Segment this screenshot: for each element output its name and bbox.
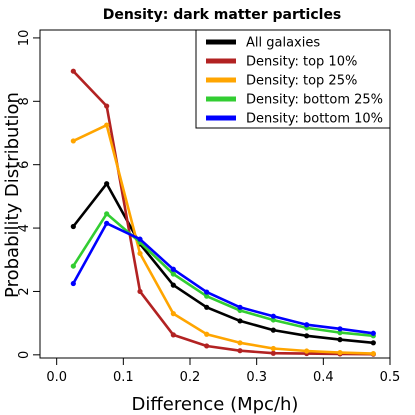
series-0 — [70, 181, 376, 346]
series-line — [72, 182, 374, 345]
legend-label: Density: top 10% — [246, 55, 357, 70]
data-point — [204, 331, 210, 337]
legend: All galaxies Density: top 10% Density: top… — [195, 29, 391, 129]
data-point — [204, 304, 210, 310]
data-point — [204, 289, 210, 295]
data-point — [270, 327, 276, 333]
y-tick-label: 0 — [17, 351, 32, 359]
series-layer — [70, 68, 376, 357]
y-axis: 0 2 4 6 8 10 — [17, 30, 40, 359]
series-line — [72, 123, 374, 355]
series-line — [72, 222, 374, 335]
data-point — [170, 266, 176, 272]
series-line — [72, 212, 374, 338]
legend-label: Density: bottom 10% — [246, 112, 383, 127]
y-tick-label: 4 — [17, 224, 32, 232]
data-point — [70, 138, 76, 144]
data-point — [337, 337, 343, 343]
data-point — [370, 340, 376, 346]
data-point — [170, 271, 176, 277]
y-tick-label: 8 — [17, 97, 32, 105]
series-3 — [70, 211, 376, 339]
data-point — [237, 318, 243, 324]
data-point — [104, 103, 110, 109]
y-tick-label: 2 — [17, 287, 32, 295]
data-point — [70, 263, 76, 269]
chart-title: Density: dark matter particles — [103, 7, 342, 23]
y-axis-label: Probability Distribution — [2, 92, 23, 298]
data-point — [337, 326, 343, 332]
legend-label: Density: top 25% — [246, 74, 357, 89]
data-point — [304, 322, 310, 328]
data-point — [104, 220, 110, 226]
data-point — [70, 68, 76, 74]
data-point — [137, 288, 143, 295]
data-point — [304, 348, 310, 354]
data-point — [270, 317, 276, 323]
data-point — [270, 345, 276, 352]
y-tick-label: 10 — [17, 30, 32, 47]
data-point — [170, 332, 176, 338]
legend-label: All galaxies — [246, 36, 320, 51]
x-axis: 0.0 0.1 0.2 0.3 0.4 0.5 — [46, 358, 400, 385]
data-point — [170, 311, 176, 317]
x-tick-label: 0.3 — [246, 370, 267, 385]
series-4 — [70, 220, 376, 336]
data-point — [237, 304, 243, 310]
x-tick-label: 0.1 — [113, 370, 134, 385]
y-tick-label: 6 — [17, 161, 32, 169]
data-point — [370, 330, 376, 336]
data-point — [70, 280, 76, 287]
data-point — [237, 340, 243, 346]
x-axis-label: Difference (Mpc/h) — [132, 394, 299, 415]
data-point — [304, 333, 310, 339]
data-point — [137, 250, 143, 257]
data-point — [370, 350, 376, 357]
data-point — [337, 350, 343, 356]
data-point — [104, 181, 110, 187]
x-tick-label: 0.2 — [180, 370, 201, 385]
data-point — [270, 313, 276, 319]
data-point — [170, 282, 176, 288]
data-point — [137, 236, 143, 242]
data-point — [337, 330, 343, 336]
data-point — [70, 223, 76, 230]
legend-label: Density: bottom 25% — [246, 93, 383, 108]
series-line — [72, 70, 374, 356]
x-tick-label: 0.5 — [380, 370, 401, 385]
data-point — [204, 293, 210, 299]
data-point — [237, 348, 243, 354]
data-point — [270, 350, 276, 356]
x-tick-label: 0.4 — [313, 370, 334, 385]
series-1 — [70, 68, 376, 357]
x-tick-label: 0.0 — [46, 370, 67, 385]
data-point — [104, 122, 110, 128]
series-2 — [70, 122, 376, 357]
data-point — [104, 211, 110, 217]
data-point — [204, 343, 210, 349]
